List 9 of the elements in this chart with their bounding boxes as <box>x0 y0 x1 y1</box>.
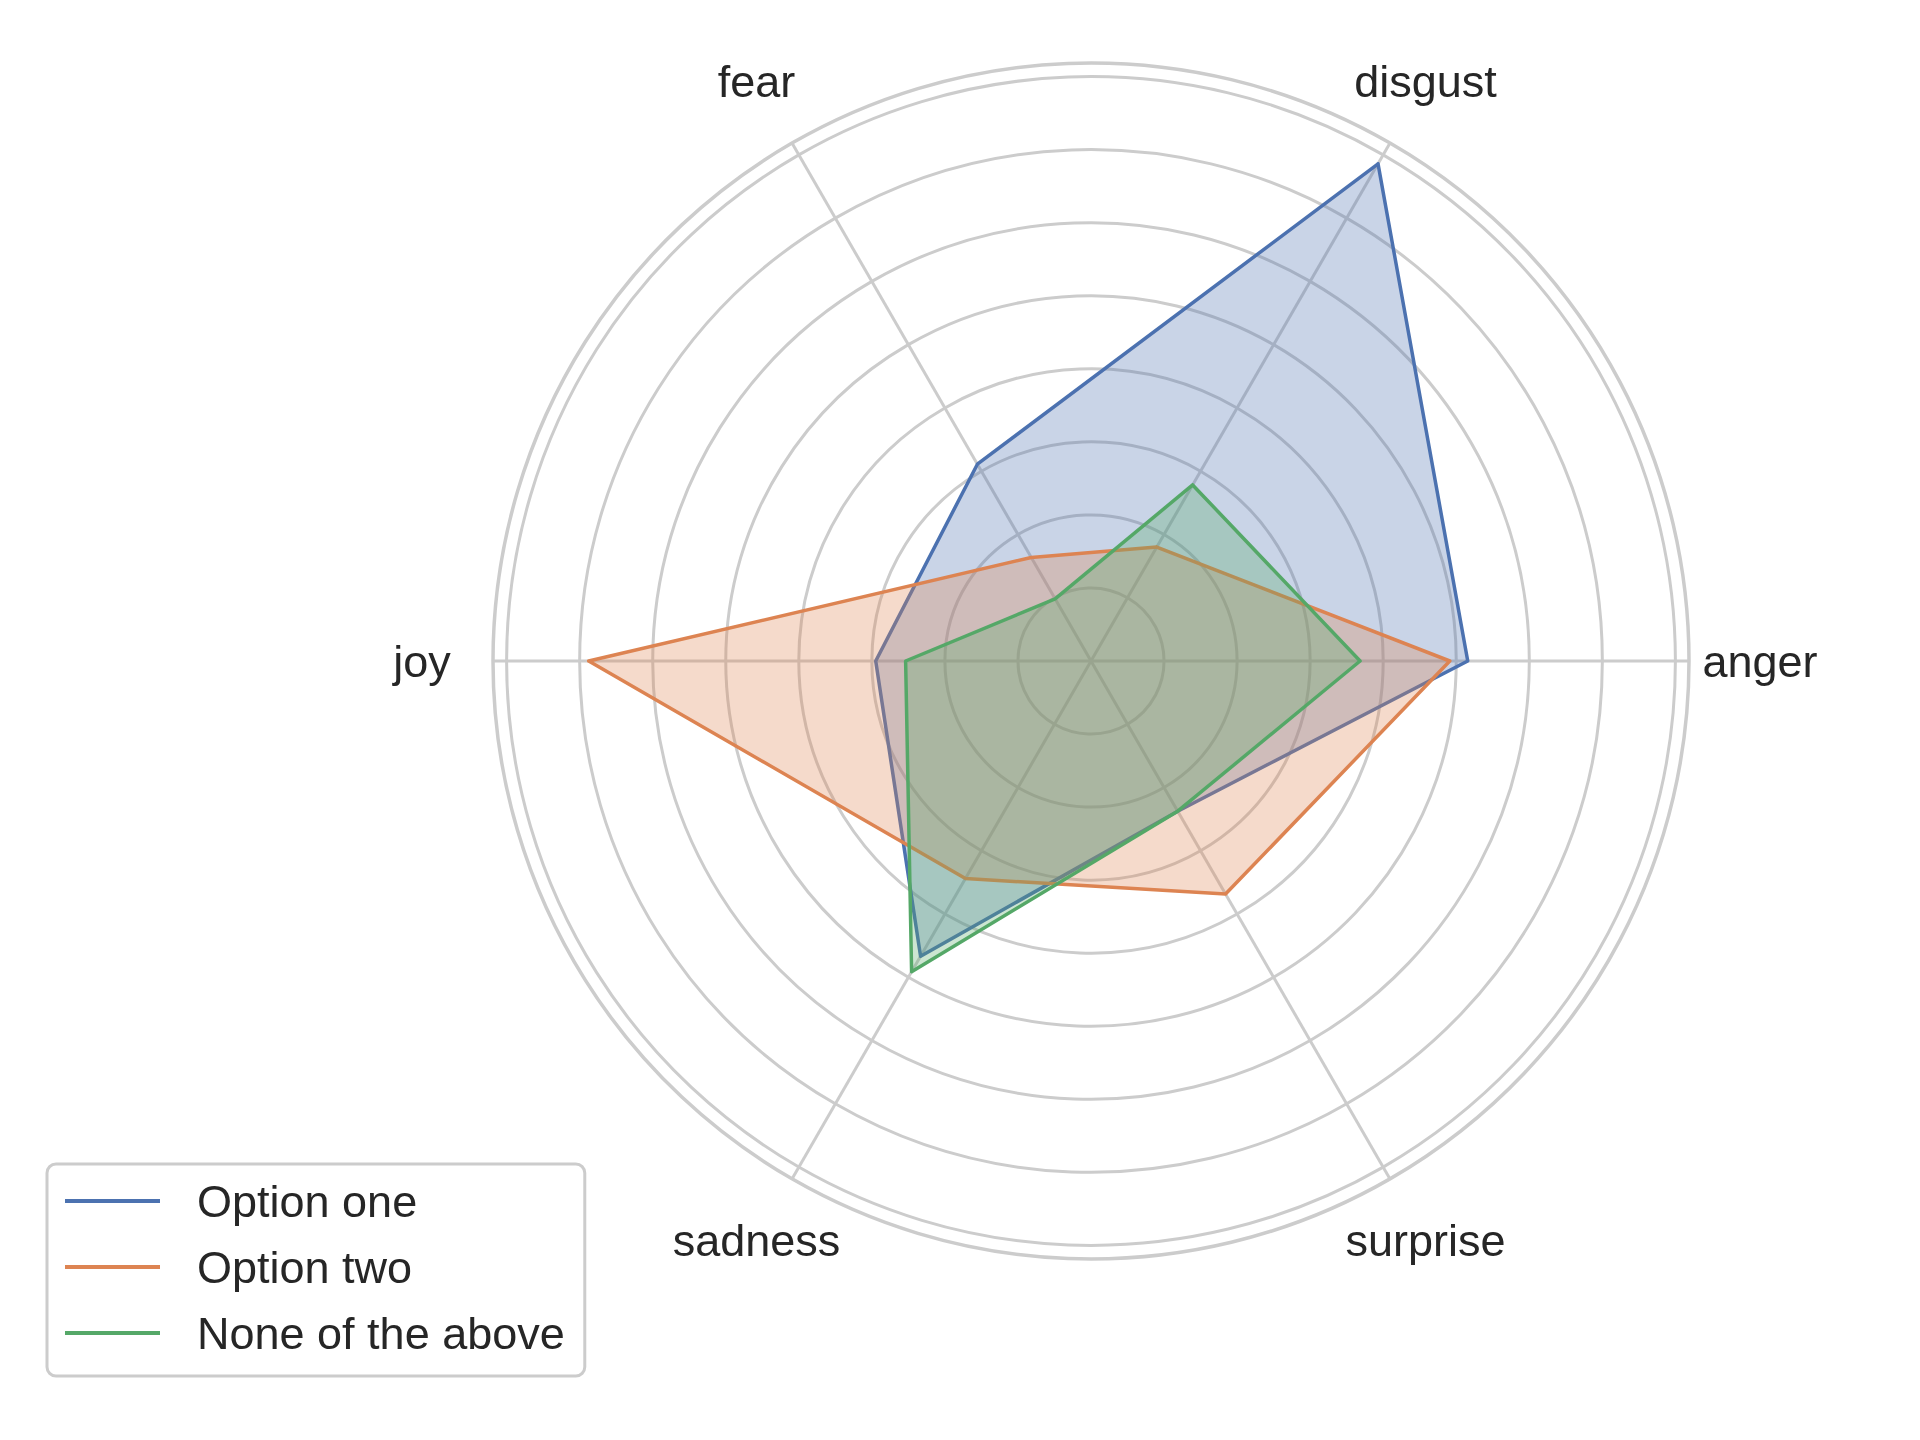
spoke-label: joy <box>391 635 452 687</box>
spoke-label: fear <box>717 56 796 108</box>
spoke-label: surprise <box>1345 1214 1506 1266</box>
spoke-label: anger <box>1702 635 1818 687</box>
legend-label: Option two <box>197 1241 413 1293</box>
spoke-label: sadness <box>672 1214 841 1266</box>
legend-label: Option one <box>197 1175 418 1227</box>
legend-label: None of the above <box>197 1307 565 1359</box>
spoke-label: disgust <box>1354 56 1498 108</box>
